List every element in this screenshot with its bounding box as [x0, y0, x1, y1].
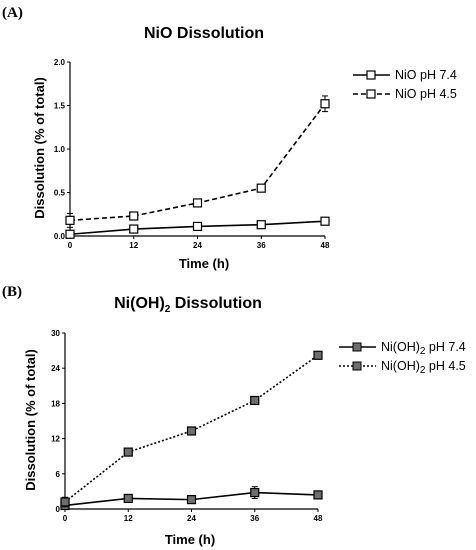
panel-b-y-tick-label: 18 — [51, 399, 60, 408]
legend-b-label-2: Ni(OH)2 pH 4.5 — [381, 359, 466, 376]
panel-b-x-tick-label: 0 — [63, 514, 68, 523]
panel-b-x-tick-label: 36 — [250, 514, 259, 523]
panel-b-label: (B) — [2, 284, 22, 300]
panel-a-x-tick-label: 48 — [321, 241, 330, 250]
panel-b-series-2-point — [250, 395, 260, 406]
panel-b-series-1-point — [186, 495, 197, 505]
legend-a-label-2: NiO pH 4.5 — [395, 87, 457, 101]
panel-a-x-tick-label: 36 — [257, 241, 266, 250]
panel-b-series-2-line — [64, 354, 319, 503]
panel-b-series-1-point — [123, 493, 133, 504]
panel-a-series-1-point — [256, 220, 266, 230]
panel-b-series-1-point — [250, 487, 260, 498]
panel-a-y-tick-label: 1.0 — [54, 145, 66, 154]
panel-b-series-2-point — [313, 350, 323, 360]
panel-a-series-2-point — [256, 183, 266, 193]
panel-a-series-2-point — [320, 99, 330, 109]
panel-a-series-1-point — [320, 216, 330, 226]
legend-a-label-1: NiO pH 7.4 — [395, 68, 457, 82]
panel-a-series-2-point — [192, 198, 203, 208]
panel-b-y-tick-label: 24 — [51, 364, 60, 373]
panel-a-y-tick-label: 2.0 — [54, 58, 66, 67]
panel-a-x-tick-label: 24 — [193, 241, 202, 250]
panel-b-y-tick-label: 6 — [56, 470, 61, 479]
panel-a-y-tick-label: 0.0 — [54, 232, 66, 241]
panel-b-y-tick-label: 0 — [56, 505, 61, 514]
panel-b-x-tick-label: 48 — [314, 514, 323, 523]
panel-b-series-2-point — [60, 497, 70, 507]
panel-b-x-tick-label: 24 — [187, 514, 196, 523]
panel-a-series-1-point — [129, 224, 139, 234]
panel-b-plot: 0 6 12 18 24 30 0 12 24 36 48 — [51, 329, 323, 523]
legend-b-marker-2 — [352, 361, 362, 371]
panel-a-series-2-point — [129, 211, 139, 221]
panel-b-series-2-point — [123, 447, 133, 457]
panel-b-legend: Ni(OH)2 pH 7.4 Ni(OH)2 pH 4.5 — [339, 340, 466, 376]
panel-a-x-tick-label: 12 — [129, 241, 138, 250]
panel-b-series-1-point — [313, 490, 323, 500]
panel-a-label: (A) — [2, 5, 23, 21]
panel-b-title: Ni(OH)2 Dissolution — [114, 295, 262, 315]
panel-a-xlabel: Time (h) — [179, 256, 229, 271]
panel-a-title: NiO Dissolution — [144, 25, 264, 42]
panel-a-ylabel: Dissolution (% of total) — [32, 77, 47, 219]
panel-b-ylabel: Dissolution (% of total) — [23, 349, 38, 491]
panel-a-x-tick-label: 0 — [68, 241, 73, 250]
panel-b-y-tick-label: 12 — [51, 435, 60, 444]
panel-a-y-tick-label: 0.5 — [54, 189, 66, 198]
panel-a-legend: NiO pH 7.4 NiO pH 4.5 — [353, 68, 457, 101]
panel-a-y-tick-label: 1.5 — [54, 102, 66, 111]
legend-a-marker-2 — [366, 89, 376, 99]
panel-b-x-tick-label: 12 — [124, 514, 133, 523]
panel-b-xlabel: Time (h) — [165, 532, 215, 547]
panel-a-plot: 0.0 0.5 1.0 1.5 2.0 0 12 24 36 48 — [54, 58, 330, 250]
panel-a-series-1-point — [65, 229, 75, 239]
legend-b-marker-1 — [352, 342, 362, 352]
panel-b-y-tick-label: 30 — [51, 329, 60, 338]
panel-a-series-1-point — [192, 221, 203, 232]
panel-b-series-2-point — [186, 426, 197, 436]
legend-b-label-1: Ni(OH)2 pH 7.4 — [381, 340, 466, 357]
legend-a-marker-1 — [366, 70, 376, 80]
panel-a-series-2-point — [65, 215, 75, 225]
